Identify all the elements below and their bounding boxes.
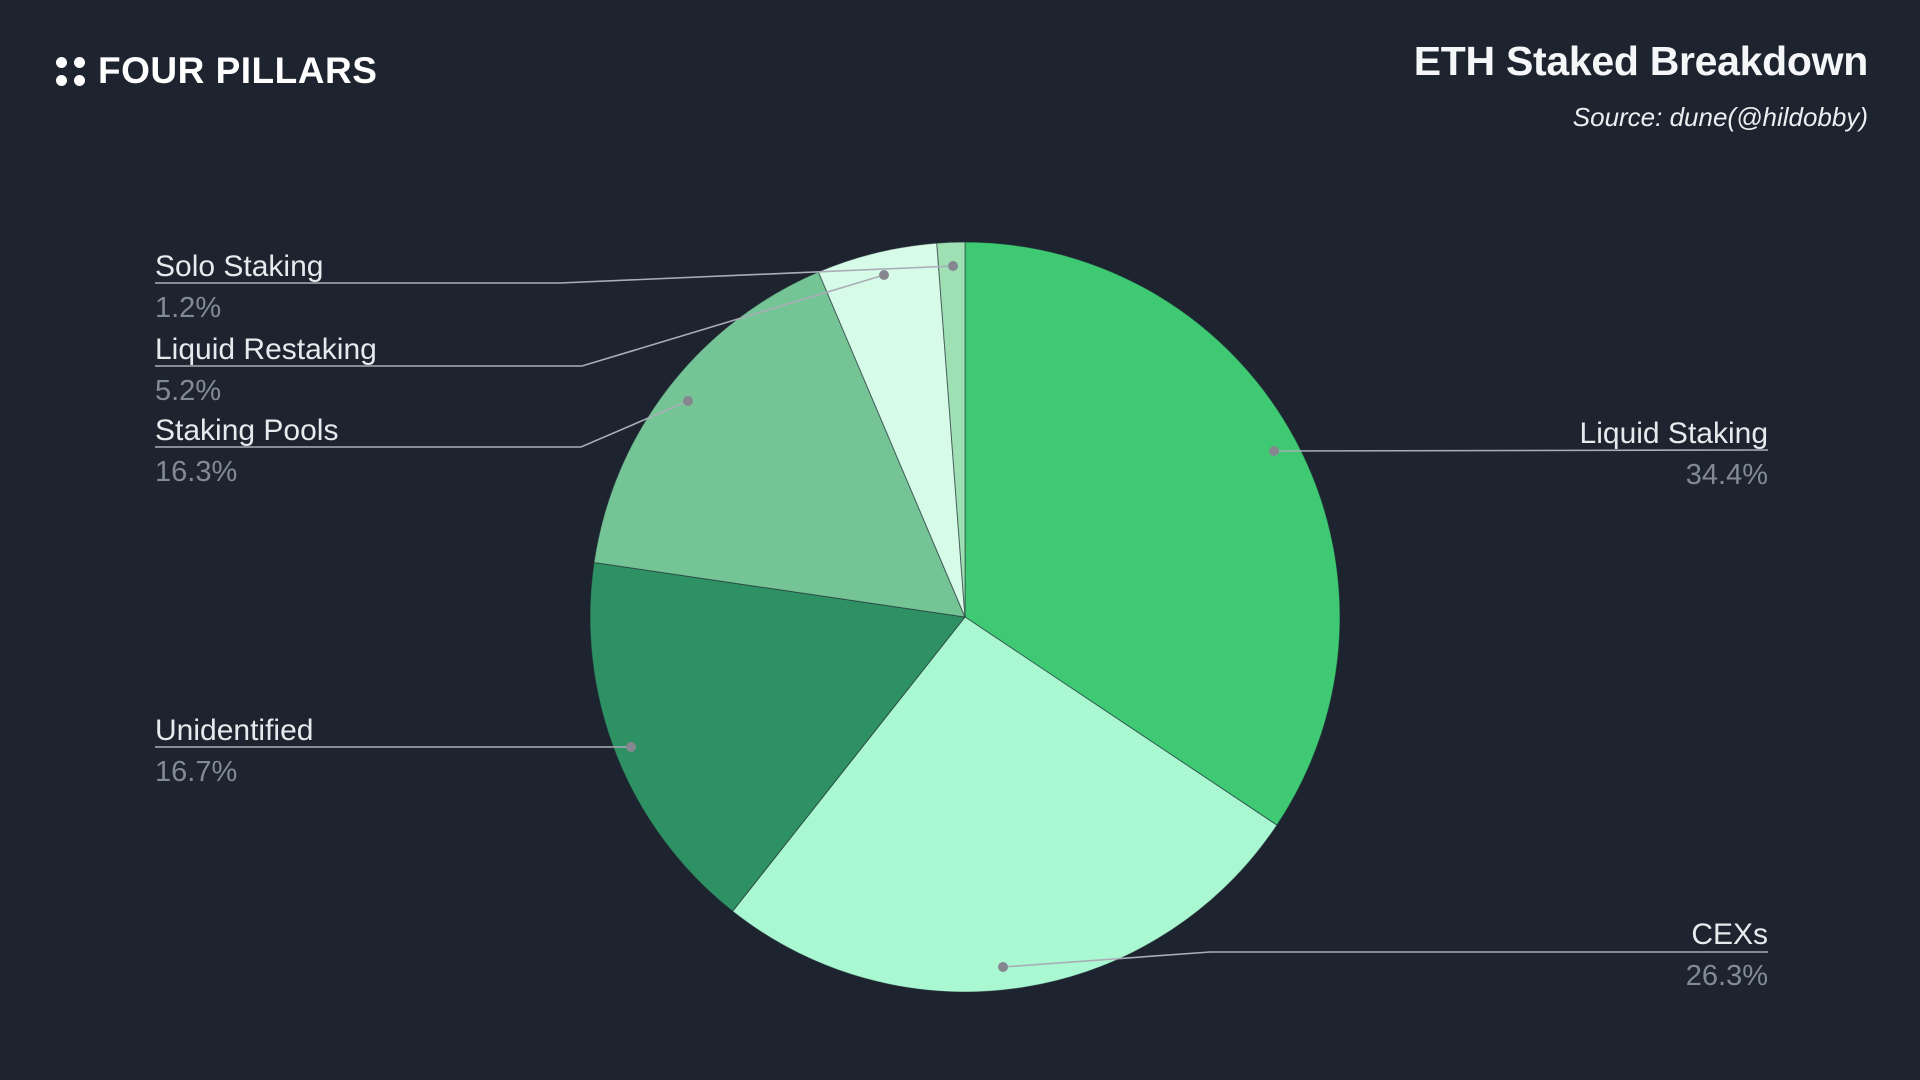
callout-percent: 16.3% [155, 456, 238, 488]
pie-slice-staking-pools [593, 271, 966, 618]
callout-cexs: CEXs 26.3% [1686, 918, 1768, 992]
brand-logo: FOUR PILLARS [56, 52, 377, 90]
callout-liquid-staking: Liquid Staking 34.4% [1580, 417, 1768, 491]
leader-line-solo-staking [155, 265, 954, 284]
callout-percent: 26.3% [1685, 960, 1768, 992]
leader-line-liquid-restaking [155, 274, 885, 367]
source-credit: Source: dune(@hildobby) [1572, 102, 1868, 132]
leader-dot-staking-pools [683, 396, 693, 406]
leader-line-liquid-staking [1273, 449, 1769, 452]
leader-line-staking-pools [155, 400, 689, 448]
callout-label: Liquid Staking [1579, 417, 1768, 450]
callout-staking-pools: Staking Pools 16.3% [155, 414, 338, 488]
leader-dot-unidentified [626, 742, 636, 752]
leader-dot-liquid-staking [1269, 446, 1279, 456]
pie-slice-cexs [731, 616, 1278, 993]
callout-liquid-restaking: Liquid Restaking 5.2% [155, 333, 377, 407]
callout-percent: 16.7% [155, 756, 238, 788]
leader-dot-cexs [998, 962, 1008, 972]
four-dots-icon [56, 56, 85, 86]
callout-label: Unidentified [155, 714, 314, 747]
callout-label: CEXs [1691, 918, 1768, 951]
callout-percent: 5.2% [155, 375, 222, 407]
page-title: ETH Staked Breakdown [1413, 38, 1869, 84]
callout-solo-staking: Solo Staking 1.2% [155, 250, 323, 324]
callout-label: Staking Pools [155, 414, 339, 447]
pie-slice-unidentified [589, 561, 966, 913]
callout-percent: 1.2% [155, 292, 222, 324]
callout-label: Liquid Restaking [155, 333, 377, 366]
brand-name: FOUR PILLARS [98, 50, 378, 91]
leader-dot-solo-staking [948, 261, 958, 271]
pie-slice-solo-staking [936, 241, 966, 618]
leader-dot-liquid-restaking [879, 270, 889, 280]
callout-percent: 34.4% [1685, 459, 1768, 491]
callout-unidentified: Unidentified 16.7% [155, 714, 313, 788]
callout-label: Solo Staking [155, 250, 324, 283]
leader-line-cexs [1002, 951, 1768, 968]
